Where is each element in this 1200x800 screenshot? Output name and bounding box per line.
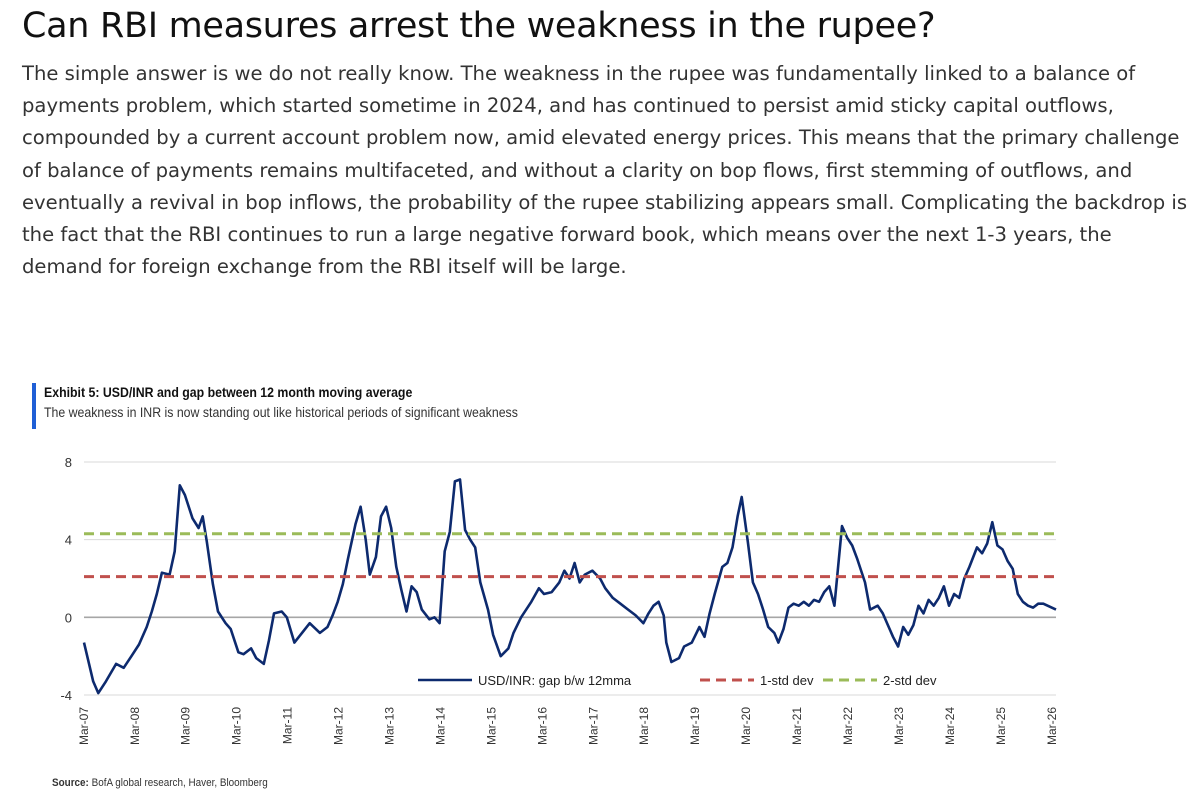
x-tick-label: Mar-13 (383, 707, 397, 745)
x-tick-label: Mar-10 (230, 707, 244, 745)
headline: Can RBI measures arrest the weakness in … (22, 6, 936, 46)
x-tick-label: Mar-11 (281, 707, 295, 744)
x-tick-label: Mar-23 (892, 707, 906, 745)
y-tick-label: 0 (65, 610, 72, 625)
x-tick-label: Mar-21 (790, 707, 804, 745)
legend: USD/INR: gap b/w 12mma 1-std dev 2-std dev (418, 673, 937, 688)
x-tick-label: Mar-24 (943, 707, 957, 745)
legend-label: USD/INR: gap b/w 12mma (478, 673, 632, 688)
source-label: Source: (52, 777, 89, 789)
exhibit-subtitle: The weakness in INR is now standing out … (44, 404, 518, 420)
x-tick-label: Mar-22 (841, 707, 855, 745)
x-tick-label: Mar-08 (128, 707, 142, 745)
x-tick-label: Mar-25 (994, 707, 1008, 745)
legend-label: 2-std dev (883, 673, 937, 688)
source-text: BofA global research, Haver, Bloomberg (91, 777, 268, 789)
x-tick-label: Mar-15 (484, 707, 498, 745)
x-tick-label: Mar-18 (637, 707, 651, 745)
x-tick-label: Mar-07 (77, 707, 91, 745)
y-tick-label: 4 (65, 533, 72, 548)
x-tick-label: Mar-12 (332, 707, 346, 745)
source-note: Source: BofA global research, Haver, Blo… (52, 777, 268, 789)
y-tick-label: -4 (60, 688, 72, 703)
x-tick-label: Mar-09 (179, 707, 193, 745)
legend-label: 1-std dev (760, 673, 814, 688)
article-paragraph: The simple answer is we do not really kn… (22, 62, 1188, 279)
series-line-usd-inr-gap (82, 478, 1057, 695)
x-tick-label: Mar-19 (688, 707, 702, 745)
x-tick-label: Mar-16 (535, 707, 549, 745)
y-tick-label: 8 (65, 455, 72, 470)
x-axis-ticks: Mar-07 Mar-08 Mar-09 Mar-10 Mar-11 Mar-12 Mar-… (77, 707, 1059, 745)
grid-lines (84, 461, 1056, 696)
x-tick-label: Mar-20 (739, 707, 753, 745)
series-lines (82, 478, 1057, 695)
x-tick-label: Mar-17 (586, 707, 600, 745)
x-tick-label: Mar-26 (1045, 707, 1059, 745)
exhibit-accent-bar (32, 383, 36, 429)
exhibit-title: Exhibit 5: USD/INR and gap between 12 mo… (44, 384, 413, 400)
x-tick-label: Mar-14 (433, 707, 447, 745)
y-axis-ticks: -4 0 4 8 (60, 455, 72, 703)
